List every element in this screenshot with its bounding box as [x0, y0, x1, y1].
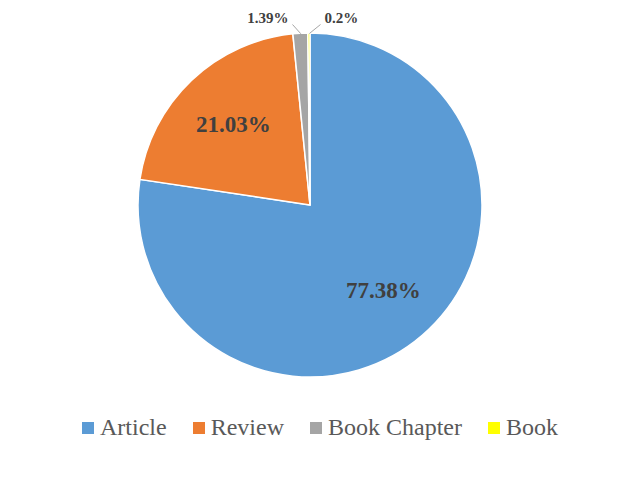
- svg-text:1.39%: 1.39%: [247, 10, 288, 26]
- svg-text:77.38%: 77.38%: [346, 278, 421, 303]
- html-text:Article: Article: [100, 414, 167, 440]
- html-text:Book: Book: [506, 414, 558, 440]
- html-text:Review: Review: [210, 414, 284, 440]
- svg-text:0.2%: 0.2%: [325, 10, 359, 26]
- svg-text:21.03%: 21.03%: [196, 112, 271, 137]
- html-text:Book Chapter: Book Chapter: [328, 414, 462, 440]
